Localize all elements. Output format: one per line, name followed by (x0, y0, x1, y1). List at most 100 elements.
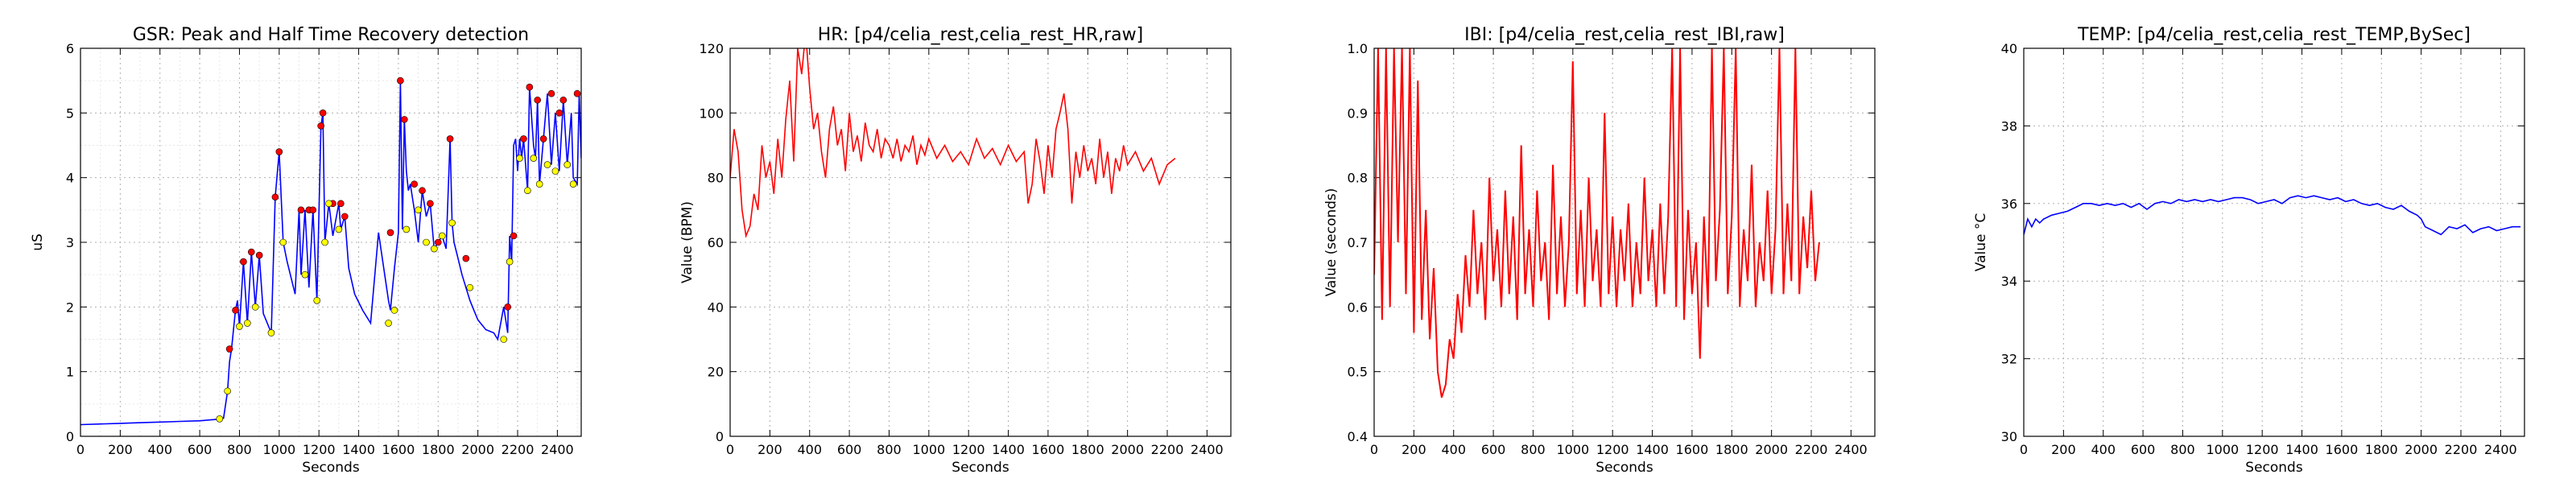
axes-frame (729, 47, 1232, 437)
peak-marker (275, 148, 283, 155)
x-tick-label: 1200 (952, 442, 985, 457)
series-line (2024, 195, 2521, 236)
axes-frame (2023, 47, 2525, 437)
x-tick-label: 800 (227, 442, 252, 457)
x-tick-label: 1000 (912, 442, 945, 457)
chart-panel-1: 0 200 400 600 800 1000 1200 1400 1600 1800 2000 220… (679, 25, 1232, 476)
recovery-marker (535, 180, 543, 188)
recovery-marker (335, 225, 343, 233)
y-tick-label: 100 (699, 105, 724, 121)
recovery-marker (301, 270, 309, 279)
x-tick-label: 2000 (1755, 442, 1788, 457)
x-tick-label: 1400 (1636, 442, 1669, 457)
y-tick-label: 40 (2001, 41, 2017, 56)
x-tick-label: 600 (1481, 442, 1506, 457)
y-tick-label: 60 (708, 235, 724, 250)
recovery-marker (251, 303, 259, 311)
peak-marker (520, 135, 527, 142)
x-tick-label: 1200 (1596, 442, 1629, 457)
x-tick-label: 2200 (2445, 442, 2478, 457)
series-line (730, 48, 1176, 238)
x-tick-label: 1800 (2365, 442, 2398, 457)
x-tick-label: 2200 (1795, 442, 1828, 457)
recovery-marker (423, 238, 430, 246)
axes-frame (1373, 47, 1876, 437)
chart-title: HR: [p4/celia_rest,celia_rest_HR,raw] (818, 25, 1143, 45)
x-tick-label: 2400 (1835, 442, 1868, 457)
peak-marker (341, 213, 349, 221)
y-tick-label: 0 (716, 429, 724, 444)
peak-marker (411, 180, 418, 188)
x-tick-label: 800 (2170, 442, 2195, 457)
x-tick-label: 1000 (2206, 442, 2239, 457)
x-tick-label: 1600 (1032, 442, 1065, 457)
x-tick-label: 1600 (382, 442, 415, 457)
y-tick-label: 36 (2001, 196, 2017, 212)
peak-marker (247, 248, 255, 256)
x-tick-label: 2400 (2484, 442, 2517, 457)
y-axis-label: Value (seconds) (1323, 188, 1340, 297)
y-tick-label: 1 (66, 365, 74, 380)
y-tick-label: 34 (2001, 274, 2017, 289)
peak-marker (547, 89, 555, 97)
peak-marker (397, 76, 404, 85)
x-tick-label: 1800 (1071, 442, 1104, 457)
chart-title: GSR: Peak and Half Time Recovery detecti… (133, 25, 529, 45)
recovery-marker (448, 219, 456, 227)
recovery-marker (551, 167, 559, 175)
peak-marker (539, 135, 547, 142)
recovery-marker (564, 161, 572, 168)
y-tick-label: 0.5 (1348, 365, 1368, 380)
y-tick-label: 0 (66, 429, 74, 444)
y-tick-label: 0.8 (1348, 171, 1368, 186)
recovery-marker (402, 225, 411, 233)
peak-marker (317, 122, 324, 130)
x-tick-label: 1400 (342, 442, 375, 457)
recovery-marker (390, 307, 398, 314)
x-tick-label: 1200 (303, 442, 336, 457)
recovery-marker (415, 206, 422, 214)
x-tick-label: 200 (2051, 442, 2076, 457)
x-tick-label: 1000 (1556, 442, 1589, 457)
x-tick-label: 200 (1402, 442, 1426, 457)
y-tick-label: 0.9 (1348, 105, 1368, 121)
recovery-marker (516, 155, 523, 162)
y-tick-label: 120 (699, 41, 724, 56)
recovery-marker (431, 245, 438, 253)
recovery-marker (385, 320, 392, 327)
peak-marker (232, 307, 239, 314)
peak-marker (534, 96, 541, 104)
y-axis-label: Value (BPM) (679, 201, 696, 283)
peak-marker (240, 258, 247, 266)
x-tick-label: 1400 (2285, 442, 2318, 457)
chart-panel-2: 0 200 400 600 800 1000 1200 1400 1600 1800 2000 220… (1323, 25, 1876, 476)
x-tick-label: 1600 (2326, 442, 2359, 457)
x-tick-label: 0 (726, 442, 734, 457)
x-tick-label: 1000 (262, 442, 295, 457)
recovery-marker (224, 387, 231, 395)
x-tick-label: 2400 (1191, 442, 1224, 457)
peak-marker (504, 303, 511, 311)
x-tick-label: 400 (1441, 442, 1466, 457)
y-tick-label: 40 (708, 299, 724, 315)
x-axis-label: Seconds (2245, 460, 2303, 476)
recovery-marker (325, 200, 332, 208)
y-axis-label: uS (30, 233, 46, 251)
chart-title: IBI: [p4/celia_rest,celia_rest_IBI,raw] (1464, 25, 1785, 45)
recovery-marker (438, 232, 446, 240)
y-tick-label: 0.7 (1348, 235, 1368, 250)
y-tick-label: 80 (708, 171, 724, 186)
x-tick-label: 600 (837, 442, 862, 457)
y-tick-label: 2 (66, 299, 74, 315)
peak-marker (255, 251, 263, 259)
x-tick-label: 1800 (422, 442, 455, 457)
x-tick-label: 2000 (1111, 442, 1144, 457)
recovery-marker (569, 180, 577, 188)
x-tick-label: 400 (147, 442, 172, 457)
recovery-marker (216, 415, 224, 423)
recovery-marker (524, 187, 531, 195)
y-axis-label: Value °C (1973, 213, 1989, 271)
recovery-marker (321, 238, 328, 246)
x-tick-label: 2000 (461, 442, 494, 457)
